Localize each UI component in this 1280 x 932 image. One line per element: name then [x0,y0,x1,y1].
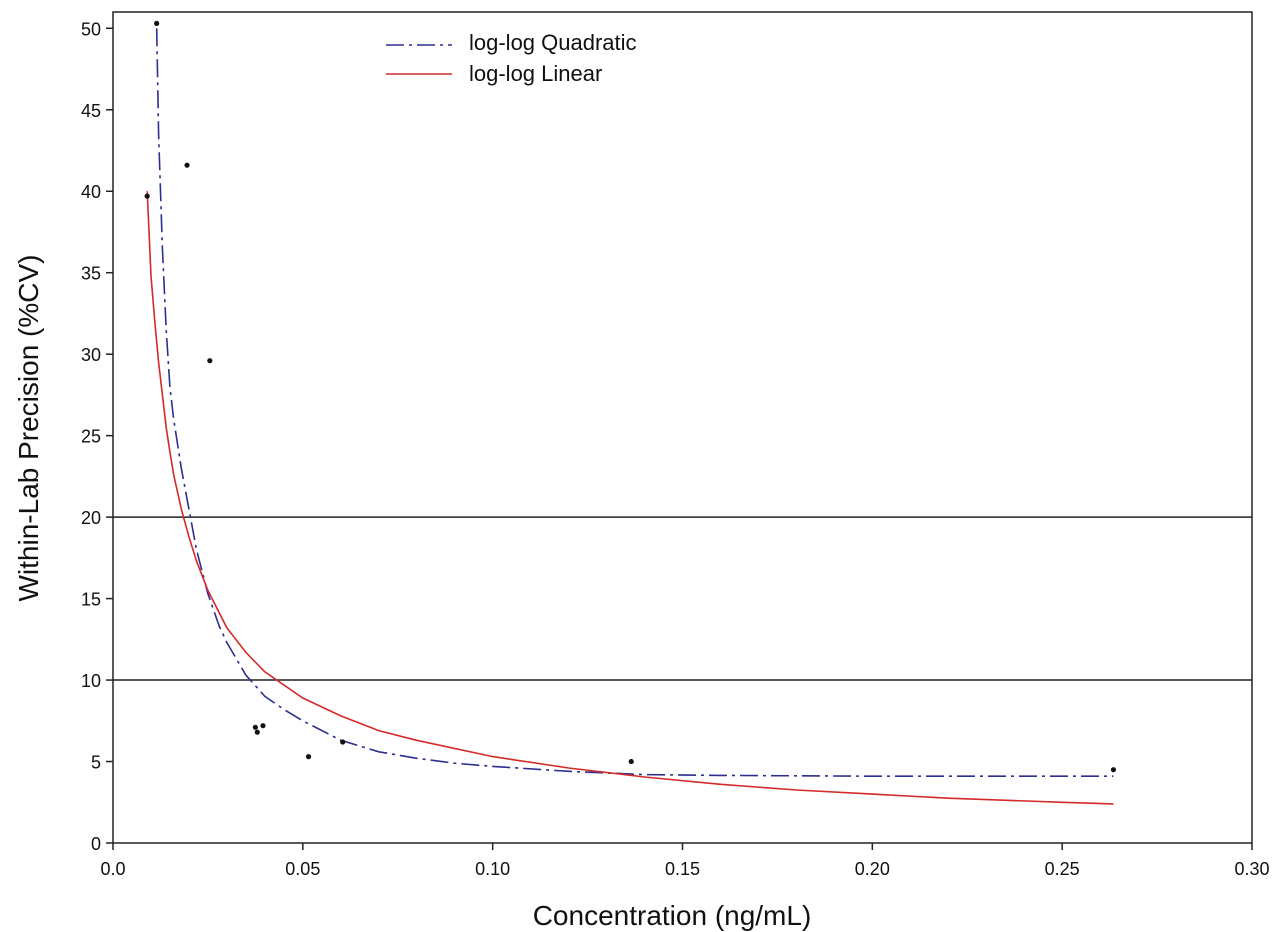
series-line-quadratic [155,28,1114,777]
y-tick-label: 5 [91,753,101,773]
series-line-linear [146,191,1114,805]
y-axis-ticks: 0 5 10 15 20 25 30 35 40 45 50 [81,19,113,854]
data-point [260,723,266,729]
y-tick-label: 0 [91,834,101,854]
x-tick-label: 0.25 [1045,859,1080,879]
y-tick-label: 20 [81,508,101,528]
data-points [144,20,1117,773]
data-point [207,358,213,364]
x-axis-title: Concentration (ng/mL) [533,900,812,931]
x-axis-ticks: 0.0 0.05 0.10 0.15 0.20 0.25 0.30 [100,843,1270,879]
y-tick-label: 25 [81,427,101,447]
y-tick-label: 40 [81,182,101,202]
data-point [252,724,258,730]
x-tick-label: 0.15 [665,859,700,879]
x-tick-label: 0.30 [1234,859,1269,879]
data-point [154,20,160,27]
data-point [1110,767,1117,773]
legend-label-linear: log-log Linear [469,61,602,86]
data-point [254,729,260,735]
reference-lines [113,516,1252,681]
data-point [628,758,634,765]
x-tick-label: 0.10 [475,859,510,879]
y-tick-label: 30 [81,345,101,365]
y-tick-label: 10 [81,671,101,691]
x-tick-label: 0.20 [855,859,890,879]
legend: log-log Quadratic log-log Linear [386,30,637,86]
y-tick-label: 15 [81,590,101,610]
y-tick-label: 35 [81,264,101,284]
x-tick-label: 0.05 [285,859,320,879]
x-tick-label: 0.0 [100,859,125,879]
y-tick-label: 45 [81,101,101,121]
series-layer [146,28,1114,805]
data-point [305,754,312,760]
data-point [184,162,190,168]
plot-frame [112,11,1253,844]
y-axis-title: Within-Lab Precision (%CV) [13,255,44,602]
legend-label-quadratic: log-log Quadratic [469,30,637,55]
data-point [144,193,150,199]
y-tick-label: 50 [81,19,101,39]
data-point [340,739,346,745]
